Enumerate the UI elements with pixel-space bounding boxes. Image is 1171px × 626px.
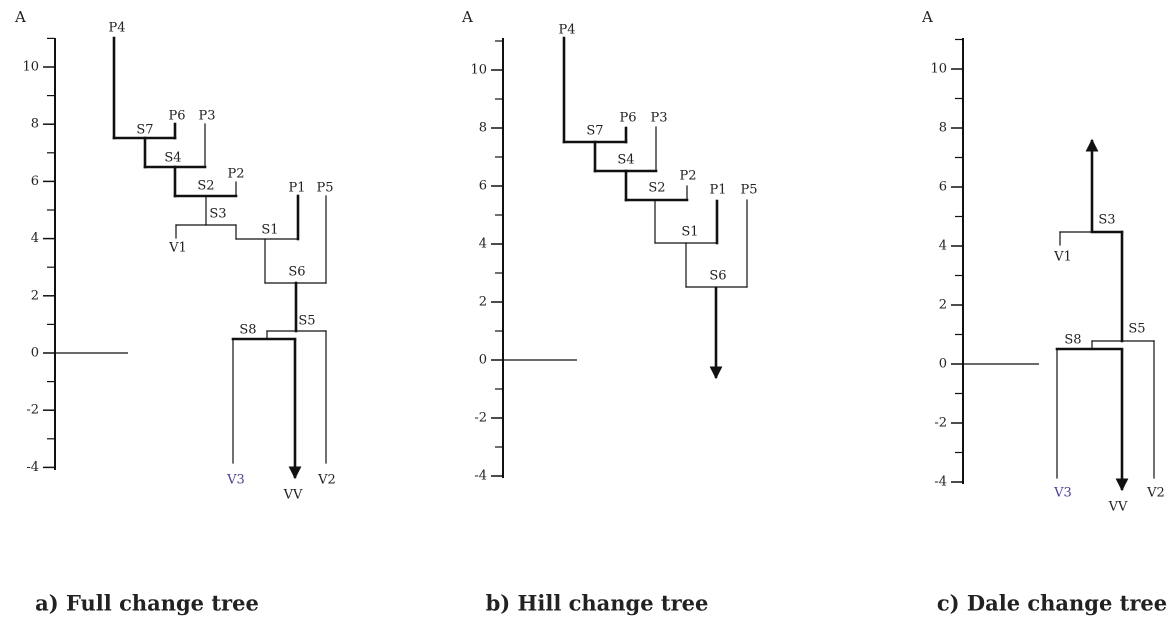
caption: b) Hill change tree	[486, 591, 709, 616]
tick-label: 0	[31, 346, 39, 361]
node-label: S4	[164, 151, 181, 166]
tick-label: -4	[474, 469, 487, 484]
node-label: S8	[239, 323, 256, 338]
node-label: P3	[650, 111, 667, 126]
node-label: VV	[1108, 500, 1128, 515]
node-label: S6	[288, 265, 305, 280]
axis-label: A	[14, 8, 26, 26]
tick-label: 2	[31, 288, 39, 303]
node-label: S5	[1128, 322, 1145, 337]
node-label: S4	[617, 153, 634, 168]
tick-label: 10	[930, 62, 947, 77]
node-label: P4	[558, 23, 575, 38]
tick-label: -2	[474, 411, 487, 426]
tick-label: 6	[31, 174, 39, 189]
tick-label: 0	[479, 353, 487, 368]
node-label: P2	[679, 169, 696, 184]
tick-label: -4	[26, 460, 39, 475]
node-label: V1	[1053, 250, 1072, 265]
tick-label: 4	[31, 231, 39, 246]
node-label: P4	[108, 21, 125, 36]
tick-label: -2	[26, 403, 39, 418]
tick-label: -4	[934, 475, 947, 490]
node-label: P5	[316, 181, 333, 196]
tick-label: 2	[939, 298, 947, 313]
node-label: P6	[619, 111, 636, 126]
node-label: V2	[1146, 486, 1165, 501]
node-label: V1	[168, 241, 187, 256]
caption: c) Dale change tree	[937, 591, 1167, 616]
node-label: S1	[261, 223, 278, 238]
node-label: S5	[298, 314, 315, 329]
node-label: S7	[136, 123, 153, 138]
node-label: S6	[709, 269, 726, 284]
tick-label: 8	[479, 121, 487, 136]
tick-label: 4	[479, 237, 487, 252]
tick-label: 6	[479, 179, 487, 194]
caption: a) Full change tree	[35, 591, 259, 616]
tick-label: -2	[934, 416, 947, 431]
node-label: P2	[227, 167, 244, 182]
tick-label: 0	[939, 357, 947, 372]
node-label: P1	[709, 183, 726, 198]
node-label: V3	[1053, 486, 1072, 501]
tick-label: 10	[22, 60, 39, 75]
node-label: S3	[209, 207, 226, 222]
tick-label: 8	[31, 117, 39, 132]
node-label: S2	[197, 179, 214, 194]
node-label: P1	[288, 181, 305, 196]
node-label: P3	[198, 109, 215, 124]
tick-label: 8	[939, 121, 947, 136]
node-label: S3	[1098, 213, 1115, 228]
axis-label: A	[461, 8, 473, 26]
node-label: V2	[317, 473, 336, 488]
node-label: S7	[586, 124, 603, 139]
tick-label: 6	[939, 180, 947, 195]
node-label: S1	[681, 225, 698, 240]
node-label: VV	[283, 488, 303, 503]
node-label: S8	[1064, 333, 1081, 348]
tick-label: 4	[939, 239, 947, 254]
node-label: V3	[226, 473, 245, 488]
node-label: S2	[648, 181, 665, 196]
axis-label: A	[921, 8, 933, 26]
node-label: P5	[740, 183, 757, 198]
tick-label: 2	[479, 295, 487, 310]
tick-label: 10	[470, 63, 487, 78]
node-label: P6	[168, 109, 185, 124]
